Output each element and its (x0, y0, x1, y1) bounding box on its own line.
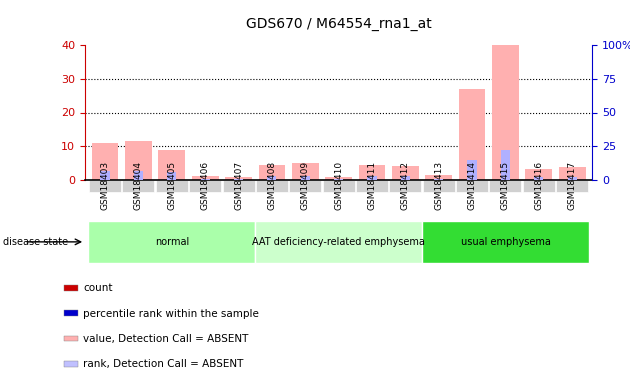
Text: AAT deficiency-related emphysema: AAT deficiency-related emphysema (252, 237, 425, 247)
Text: GSM18405: GSM18405 (168, 161, 176, 210)
Bar (559, 166, 585, 180)
Bar (389, 180, 421, 192)
Bar (234, 179, 243, 180)
Bar (456, 180, 488, 192)
Bar (501, 150, 510, 180)
Text: GSM18404: GSM18404 (134, 161, 143, 210)
Text: value, Detection Call = ABSENT: value, Detection Call = ABSENT (83, 334, 249, 344)
Bar (258, 165, 285, 180)
Bar (392, 166, 419, 180)
Bar (256, 180, 288, 192)
Bar (167, 172, 176, 180)
Bar (225, 177, 252, 180)
Bar (200, 179, 210, 180)
Bar (323, 180, 355, 192)
Text: GSM18409: GSM18409 (301, 161, 310, 210)
Text: rank, Detection Call = ABSENT: rank, Detection Call = ABSENT (83, 359, 244, 369)
Bar (334, 179, 343, 180)
Bar (434, 178, 444, 180)
Bar (523, 180, 555, 192)
Text: GSM18411: GSM18411 (367, 161, 377, 210)
Text: GSM18403: GSM18403 (101, 161, 110, 210)
Bar (125, 141, 152, 180)
Text: usual emphysema: usual emphysema (461, 237, 551, 247)
Bar (64, 336, 77, 341)
Text: GSM18413: GSM18413 (434, 161, 444, 210)
Bar (134, 171, 143, 180)
Bar (100, 171, 110, 180)
Text: GSM18416: GSM18416 (534, 161, 543, 210)
Bar (255, 221, 422, 262)
Text: GSM18410: GSM18410 (334, 161, 343, 210)
Bar (192, 176, 219, 180)
Text: GSM18414: GSM18414 (467, 161, 476, 210)
Bar (64, 310, 77, 316)
Bar (525, 169, 552, 180)
Bar (289, 180, 321, 192)
Bar (367, 176, 377, 180)
Bar (325, 177, 352, 180)
Bar (122, 180, 154, 192)
Bar (64, 285, 77, 291)
Text: GSM18412: GSM18412 (401, 161, 410, 210)
Bar (459, 89, 486, 180)
Bar (568, 177, 577, 180)
Text: GSM18406: GSM18406 (201, 161, 210, 210)
Text: disease state: disease state (3, 237, 68, 247)
Text: count: count (83, 283, 113, 293)
Text: GSM18407: GSM18407 (234, 161, 243, 210)
Bar (401, 176, 410, 180)
Text: percentile rank within the sample: percentile rank within the sample (83, 309, 259, 318)
Bar (356, 180, 388, 192)
Text: normal: normal (155, 237, 189, 247)
Bar (189, 180, 221, 192)
Bar (490, 180, 522, 192)
Bar (534, 177, 544, 180)
Bar (89, 180, 121, 192)
Bar (292, 163, 319, 180)
Bar (423, 180, 455, 192)
Bar (92, 143, 118, 180)
Bar (64, 361, 77, 367)
Bar (159, 150, 185, 180)
Text: GSM18417: GSM18417 (568, 161, 576, 210)
Bar (492, 45, 518, 180)
Bar (467, 160, 477, 180)
Bar (358, 165, 386, 180)
Bar (267, 176, 277, 180)
Text: GSM18415: GSM18415 (501, 161, 510, 210)
Bar (422, 221, 589, 262)
Bar (88, 221, 255, 262)
Text: GSM18408: GSM18408 (267, 161, 277, 210)
Bar (301, 176, 310, 180)
Bar (556, 180, 588, 192)
Text: GDS670 / M64554_rna1_at: GDS670 / M64554_rna1_at (246, 17, 432, 31)
Bar (425, 175, 452, 180)
Bar (156, 180, 188, 192)
Bar (222, 180, 255, 192)
